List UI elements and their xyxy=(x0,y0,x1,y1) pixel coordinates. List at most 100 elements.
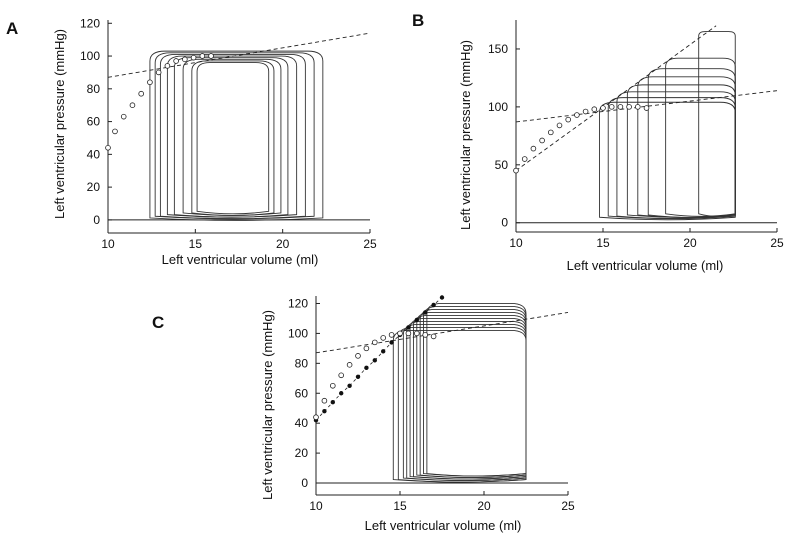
esp-circle xyxy=(208,53,214,59)
esp-circle xyxy=(405,330,412,337)
esp-circle xyxy=(513,167,519,174)
esp-circle xyxy=(430,333,437,340)
espvr-dot xyxy=(347,383,352,388)
edpvr-dashed-line xyxy=(315,312,569,354)
esp-circle xyxy=(164,63,171,69)
pv-loop xyxy=(412,315,527,480)
x-axis-label: Left ventricular volume (ml) xyxy=(162,252,319,267)
esp-circle xyxy=(617,104,624,110)
x-tick-label: 20 xyxy=(276,237,290,251)
plot-area: 10 15 20 25 0 50 100 150 xyxy=(488,20,784,250)
pv-loop xyxy=(426,303,527,477)
esp-circle xyxy=(105,145,111,151)
espvr-dot xyxy=(364,365,369,371)
pv-loop xyxy=(419,309,527,478)
pv-loop xyxy=(665,57,736,217)
pv-loop xyxy=(149,50,324,221)
y-tick-label: 50 xyxy=(495,158,509,172)
esp-circle xyxy=(155,69,162,76)
edpvr-dashed-line xyxy=(107,32,371,78)
esp-circle xyxy=(574,112,580,118)
x-tick-label: 25 xyxy=(363,237,377,251)
esp-circle xyxy=(371,339,378,346)
pv-loop xyxy=(154,52,315,220)
panel-letter: B xyxy=(412,11,424,30)
esp-circle xyxy=(313,414,319,420)
espvr-dot xyxy=(439,295,445,300)
pv-loop xyxy=(698,31,736,217)
pv-loop xyxy=(409,317,527,480)
y-axis-label: Left ventricular pressure (mmHg) xyxy=(52,29,67,219)
espvr-dot xyxy=(389,340,394,345)
y-tick-label: 80 xyxy=(295,356,309,370)
esp-circle xyxy=(129,102,136,108)
x-tick-label: 25 xyxy=(561,499,575,513)
esp-circle xyxy=(380,335,387,341)
esp-circle xyxy=(199,53,206,59)
y-tick-label: 40 xyxy=(87,147,101,161)
y-tick-label: 150 xyxy=(488,42,508,56)
esp-circle xyxy=(190,54,197,61)
x-tick-label: 10 xyxy=(509,236,523,250)
y-tick-label: 0 xyxy=(301,476,308,490)
x-tick-label: 10 xyxy=(101,237,115,251)
panel-letter: C xyxy=(152,313,164,332)
x-axis-label: Left ventricular volume (ml) xyxy=(365,518,522,533)
esp-circle xyxy=(173,58,179,64)
panel-letter: A xyxy=(6,19,18,38)
y-tick-label: 60 xyxy=(87,115,101,129)
esp-circle xyxy=(120,113,127,120)
esp-circle xyxy=(413,330,420,337)
esp-circle xyxy=(626,104,632,110)
esp-circle xyxy=(591,106,598,113)
y-tick-label: 120 xyxy=(80,16,100,30)
pv-loop xyxy=(182,58,282,216)
esp-circle xyxy=(530,145,537,152)
x-tick-label: 15 xyxy=(596,236,610,250)
panel-c: C Left ventricular pressure (mmHg) Left … xyxy=(152,295,575,533)
esp-circle xyxy=(582,108,589,115)
espvr-dot xyxy=(431,302,436,308)
espvr-dot xyxy=(339,391,344,396)
esp-circle xyxy=(565,116,571,123)
esp-circle xyxy=(147,79,153,86)
esp-circle xyxy=(321,397,328,404)
pv-loops xyxy=(599,31,736,221)
espvr-dot xyxy=(355,374,361,379)
esp-circle xyxy=(422,332,429,338)
pv-loop xyxy=(647,68,736,218)
pv-loop xyxy=(402,323,527,481)
y-tick-label: 80 xyxy=(87,82,101,96)
pv-loop xyxy=(159,53,306,220)
y-tick-label: 0 xyxy=(93,213,100,227)
espvr-dashed-line xyxy=(515,25,717,171)
espvr-dot xyxy=(414,317,419,323)
x-tick-label: 20 xyxy=(477,499,491,513)
esp-circle xyxy=(521,156,528,162)
x-axis-label: Left ventricular volume (ml) xyxy=(567,258,724,273)
esp-circle xyxy=(338,372,345,379)
y-tick-label: 100 xyxy=(288,326,308,340)
pv-loop xyxy=(616,91,736,220)
esp-circle xyxy=(363,345,370,352)
y-tick-label: 20 xyxy=(295,446,309,460)
y-tick-label: 100 xyxy=(488,100,508,114)
y-axis-label: Left ventricular pressure (mmHg) xyxy=(260,310,275,500)
y-tick-label: 100 xyxy=(80,49,100,63)
espvr-dot xyxy=(406,325,411,330)
esp-circle xyxy=(634,104,641,110)
espvr-dotted-line xyxy=(315,297,443,421)
pv-loop xyxy=(191,60,275,216)
esp-circle xyxy=(388,332,395,338)
esp-circle xyxy=(182,56,188,63)
pv-loops xyxy=(149,50,324,221)
y-tick-label: 20 xyxy=(87,180,101,194)
x-tick-label: 15 xyxy=(393,499,407,513)
panel-a: A Left ventricular pressure (mmHg) Left … xyxy=(6,16,377,267)
plot-area: 10 15 20 25 0 20 40 60 80 100 120 xyxy=(288,295,575,513)
espvr-dot xyxy=(330,400,335,405)
esp-circle xyxy=(138,90,144,97)
esp-circle xyxy=(643,105,650,111)
plot-area: 10 15 20 25 0 20 40 60 80 100 120 xyxy=(80,16,377,251)
